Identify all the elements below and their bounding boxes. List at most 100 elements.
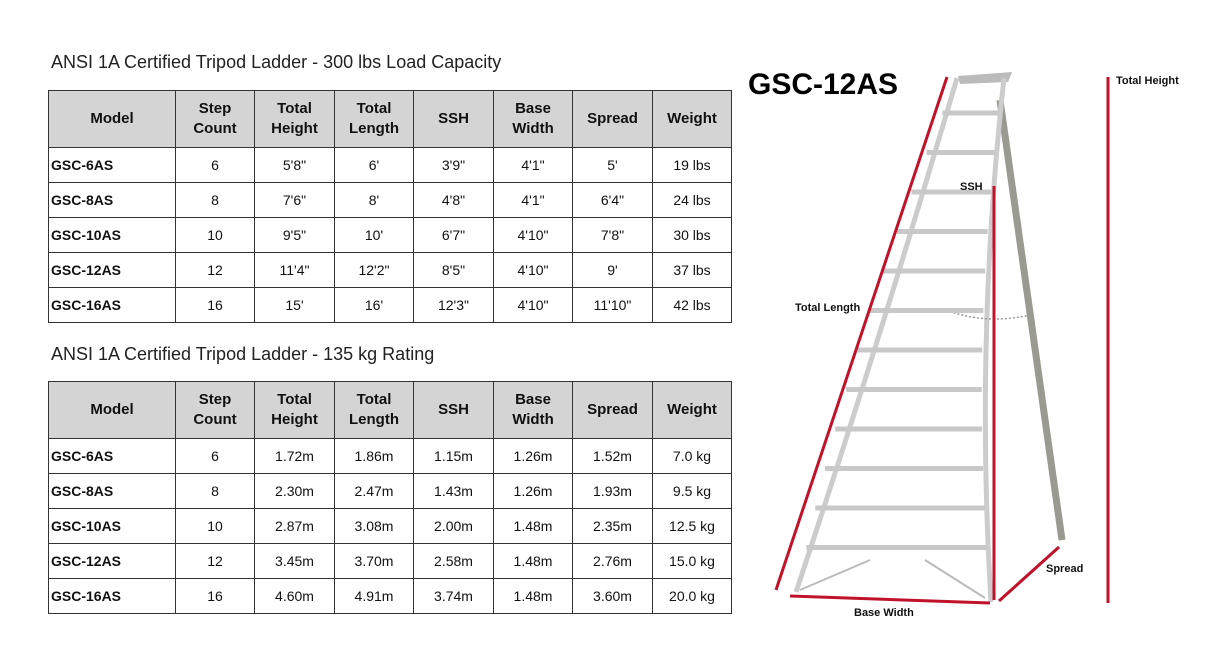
cell: 16' [334,287,414,323]
table-row: GSC-8AS 8 7'6" 8' 4'8" 4'1" 6'4" 24 lbs [48,182,732,218]
cell: 9'5" [254,217,335,253]
cell: 7'6" [254,182,335,218]
model-cell: GSC-10AS [48,217,176,253]
total-length-label: Total Length [795,302,861,314]
cell: 11'10" [572,287,653,323]
cell: 12'3" [413,287,494,323]
model-cell: GSC-6AS [48,147,176,183]
cell: 4'10" [493,287,573,323]
cell: 8 [175,182,255,218]
cell: 3'9" [413,147,494,183]
cell: 42 lbs [652,287,732,323]
cell: 5' [572,147,653,183]
column-header: Step Count [175,90,255,148]
model-cell: GSC-8AS [48,473,176,509]
cell: 20.0 kg [652,578,732,614]
cell: 11'4" [254,252,335,288]
table-row: GSC-6AS 6 1.72m 1.86m 1.15m 1.26m 1.52m 7.0 kg [48,438,732,474]
cell: 1.26m [493,473,573,509]
table1-title: ANSI 1A Certified Tripod Ladder - 300 lb… [51,52,502,72]
cell: 1.48m [493,543,573,579]
column-header: Model [48,381,176,439]
cell: 3.70m [334,543,414,579]
ssh-label: SSH [960,181,983,193]
ladder-right-rail [982,77,1007,603]
table-row: GSC-10AS 10 9'5" 10' 6'7" 4'10" 7'8" 30 lbs [48,217,732,253]
cell: 6 [175,147,255,183]
cell: 1.93m [572,473,653,509]
table2-title: ANSI 1A Certified Tripod Ladder - 135 kg… [51,344,435,364]
model-cell: GSC-16AS [48,578,176,614]
column-header: Base Width [493,381,573,439]
header-row: Model Step Count Total Height Total Length S… [48,381,732,439]
cell: 2.00m [413,508,494,544]
model-title: GSC-12AS [748,68,899,101]
cell: 12'2" [334,252,414,288]
ladder-top-platform [958,72,1012,84]
cell: 6 [175,438,255,474]
cell: 15.0 kg [652,543,732,579]
cell: 4'10" [493,252,573,288]
spread-label: Spread [1046,563,1084,575]
table-row: GSC-10AS 10 2.87m 3.08m 2.00m 1.48m 2.35m 12.5 … [48,508,732,544]
table-row: GSC-8AS 8 2.30m 2.47m 1.43m 1.26m 1.93m 9.5 kg [48,473,732,509]
cell: 3.74m [413,578,494,614]
header-row: Model Step Count Total Height Total Length S… [48,90,732,148]
column-header: Step Count [175,381,255,439]
imperial-spec-table: Model Step Count Total Height Total Length S… [48,90,732,323]
cell: 7.0 kg [652,438,732,474]
model-cell: GSC-6AS [48,438,176,474]
model-cell: GSC-16AS [48,287,176,323]
column-header: Weight [652,381,732,439]
cell: 10' [334,217,414,253]
column-header: Weight [652,90,732,148]
column-header: Base Width [493,90,573,148]
total-length-line [774,76,949,591]
cell: 1.26m [493,438,573,474]
column-header: Total Length [334,381,414,439]
metric-spec-table: Model Step Count Total Height Total Length S… [48,381,732,614]
cell: 1.52m [572,438,653,474]
column-header: Total Length [334,90,414,148]
cell: 3.60m [572,578,653,614]
cell: 1.48m [493,508,573,544]
cell: 6'7" [413,217,494,253]
cell: 9' [572,252,653,288]
ladder-rear-leg [996,99,1066,541]
cell: 8 [175,473,255,509]
cell: 4.60m [254,578,335,614]
ladder-left-rail [793,77,960,593]
table-row: GSC-16AS 16 4.60m 4.91m 3.74m 1.48m 3.60m 20.0 … [48,578,732,614]
cell: 2.76m [572,543,653,579]
table-row: GSC-16AS 16 15' 16' 12'3" 4'10" 11'10" 42 lbs [48,287,732,323]
total-height-label: Total Height [1116,75,1179,87]
cell: 1.15m [413,438,494,474]
cell: 4'10" [493,217,573,253]
cell: 4.91m [334,578,414,614]
column-header: SSH [413,381,494,439]
cell: 2.30m [254,473,335,509]
cell: 15' [254,287,335,323]
column-header: SSH [413,90,494,148]
model-cell: GSC-8AS [48,182,176,218]
cell: 30 lbs [652,217,732,253]
base-width-label: Base Width [854,607,914,619]
cell: 2.87m [254,508,335,544]
cell: 16 [175,287,255,323]
column-header: Spread [572,90,653,148]
cell: 37 lbs [652,252,732,288]
base-width-line [789,594,991,605]
cell: 12.5 kg [652,508,732,544]
ladder-illustration [793,72,1066,603]
cell: 2.47m [334,473,414,509]
cell: 7'8" [572,217,653,253]
column-header: Total Height [254,90,335,148]
cell: 1.48m [493,578,573,614]
cell: 4'8" [413,182,494,218]
column-header: Spread [572,381,653,439]
model-cell: GSC-12AS [48,252,176,288]
spread-line [997,545,1061,603]
cell: 3.45m [254,543,335,579]
